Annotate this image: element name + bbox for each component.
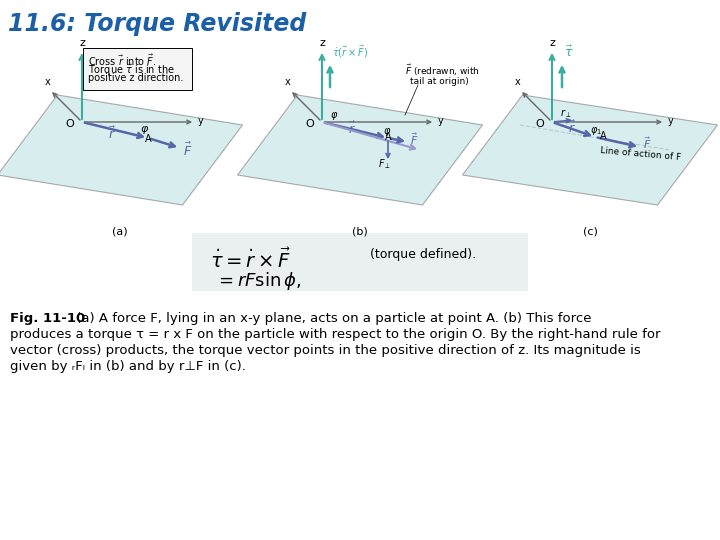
Text: $\vec{F}$: $\vec{F}$: [183, 141, 192, 159]
Text: 11.6: Torque Revisited: 11.6: Torque Revisited: [8, 12, 306, 36]
Text: $= rF\sin\phi,$: $= rF\sin\phi,$: [215, 270, 302, 292]
FancyBboxPatch shape: [83, 48, 192, 90]
Text: $\vec{r}$: $\vec{r}$: [108, 126, 116, 142]
Text: $\dot{\tau}(\vec{r}\times\vec{F})$: $\dot{\tau}(\vec{r}\times\vec{F})$: [332, 44, 368, 60]
Text: x: x: [45, 77, 50, 87]
Text: z: z: [319, 38, 325, 48]
Text: (a) A force F, lying in an x-y plane, acts on a particle at point A. (b) This fo: (a) A force F, lying in an x-y plane, ac…: [72, 312, 592, 325]
FancyBboxPatch shape: [192, 233, 528, 291]
Polygon shape: [238, 95, 482, 205]
Text: $\varphi$: $\varphi$: [140, 124, 149, 136]
Text: $\vec{\tau}$: $\vec{\tau}$: [564, 45, 574, 60]
Text: (c): (c): [582, 227, 598, 237]
Text: $\varphi$: $\varphi$: [330, 110, 338, 122]
Text: y: y: [668, 116, 674, 126]
Polygon shape: [0, 95, 243, 205]
Text: $\vec{r}$: $\vec{r}$: [348, 121, 356, 137]
Text: A: A: [600, 131, 607, 141]
Text: z: z: [549, 38, 555, 48]
Text: (a): (a): [112, 227, 128, 237]
Text: $\vec{F}$: $\vec{F}$: [643, 135, 652, 151]
Text: Fig. 11-10: Fig. 11-10: [10, 312, 85, 325]
Text: $\varphi_1$: $\varphi_1$: [590, 125, 602, 137]
Text: x: x: [285, 77, 291, 87]
Text: $F_\perp$: $F_\perp$: [378, 157, 391, 171]
Text: $\vec{r}$: $\vec{r}$: [568, 120, 576, 136]
Text: y: y: [438, 116, 444, 126]
Text: (torque defined).: (torque defined).: [370, 248, 476, 261]
Text: $r_\perp$: $r_\perp$: [560, 107, 572, 120]
Text: Cross $\vec{r}$ into $\vec{F}$.: Cross $\vec{r}$ into $\vec{F}$.: [88, 53, 156, 69]
Text: vector (cross) products, the torque vector points in the positive direction of z: vector (cross) products, the torque vect…: [10, 344, 641, 357]
Text: y: y: [198, 116, 204, 126]
Text: (b): (b): [352, 227, 368, 237]
Text: $\vec{F}$: $\vec{F}$: [410, 131, 418, 147]
Text: O: O: [66, 119, 74, 129]
Polygon shape: [462, 95, 718, 205]
Text: z: z: [79, 38, 85, 48]
Text: $\dot{\tau} = \dot{r} \times \vec{F}$: $\dot{\tau} = \dot{r} \times \vec{F}$: [210, 248, 291, 272]
Text: positive z direction.: positive z direction.: [88, 73, 184, 83]
Text: Line of action of F: Line of action of F: [600, 146, 682, 162]
Text: A: A: [385, 132, 392, 142]
Text: given by ᵣFᵢ in (b) and by r⊥F in (c).: given by ᵣFᵢ in (b) and by r⊥F in (c).: [10, 360, 246, 373]
Text: Torque $\vec{\tau}$ is in the: Torque $\vec{\tau}$ is in the: [88, 63, 175, 78]
Text: O: O: [305, 119, 314, 129]
Text: $\vec{F}$ (redrawn, with: $\vec{F}$ (redrawn, with: [405, 63, 480, 78]
Text: produces a torque τ = r x F on the particle with respect to the origin O. By the: produces a torque τ = r x F on the parti…: [10, 328, 660, 341]
Text: O: O: [535, 119, 544, 129]
Text: tail at origin): tail at origin): [410, 77, 469, 86]
Text: A: A: [145, 134, 152, 144]
Text: x: x: [515, 77, 521, 87]
Text: $\varphi$: $\varphi$: [383, 126, 391, 138]
